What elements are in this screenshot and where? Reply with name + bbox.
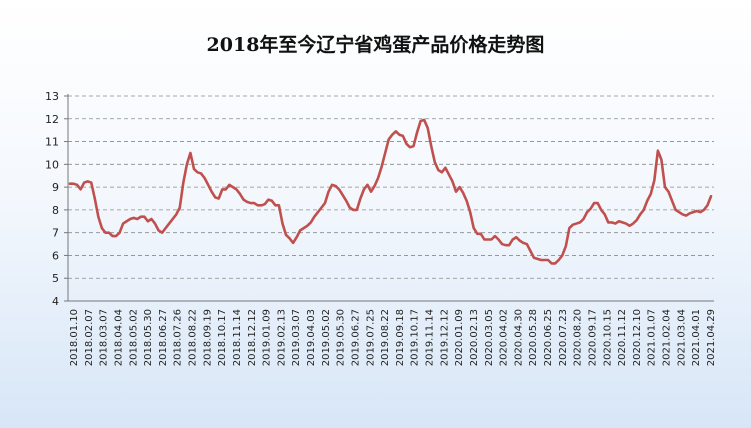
x-tick-label: 2019.09.18 xyxy=(395,309,406,366)
y-tick-label: 7 xyxy=(52,227,59,240)
x-tick-label: 2020.11.12 xyxy=(617,309,628,366)
x-tick-label: 2019.07.25 xyxy=(365,309,376,366)
x-tick-label: 2021.01.07 xyxy=(647,309,658,366)
x-tick-label: 2019.10.17 xyxy=(410,309,421,366)
x-tick-label: 2018.07.26 xyxy=(173,309,184,366)
x-tick-label: 2019.02.13 xyxy=(276,309,287,366)
x-tick-label: 2019.05.02 xyxy=(321,309,332,366)
series-layer xyxy=(68,118,713,265)
x-tick-label: 2020.04.30 xyxy=(513,309,524,366)
x-tick-label: 2019.08.22 xyxy=(380,309,391,366)
x-tick-label: 2020.09.17 xyxy=(587,309,598,366)
x-tick-label: 2019.05.30 xyxy=(336,309,347,366)
x-axis-tick-labels: 2018.01.10 2018.02.07 2018.03.07 2018.04.04… xyxy=(69,309,717,366)
x-tick-label: 2021.02.04 xyxy=(662,309,673,366)
x-tick-label: 2020.07.23 xyxy=(558,309,569,366)
x-tick-label: 2018.05.30 xyxy=(143,309,154,366)
y-tick-label: 12 xyxy=(45,113,59,126)
x-tick-label: 2018.08.22 xyxy=(188,309,199,366)
x-tick-label: 2021.03.04 xyxy=(676,309,687,366)
x-tick-label: 2020.08.20 xyxy=(573,309,584,366)
x-tick-label: 2018.06.27 xyxy=(158,309,169,366)
x-tick-label: 2019.03.07 xyxy=(291,309,302,366)
x-tick-label: 2021.04.01 xyxy=(691,309,702,366)
y-axis-tick-labels: 13 12 11 10 9 8 7 6 5 4 xyxy=(45,90,59,308)
x-tick-label: 2018.09.19 xyxy=(202,309,213,366)
x-tick-label: 2018.02.07 xyxy=(84,309,95,366)
x-tick-label: 2020.06.25 xyxy=(543,309,554,366)
y-tick-label: 9 xyxy=(52,181,59,194)
y-tick-label: 6 xyxy=(52,249,59,262)
y-tick-label: 11 xyxy=(45,136,59,149)
chart-title: 2018年至今辽宁省鸡蛋产品价格走势图 xyxy=(206,34,545,56)
x-tick-label: 2020.01.09 xyxy=(454,309,465,366)
x-tick-label: 2020.02.13 xyxy=(469,309,480,366)
y-tick-label: 8 xyxy=(52,204,59,217)
x-tick-label: 2020.04.02 xyxy=(499,309,510,366)
series-line-0 xyxy=(68,118,713,265)
axes xyxy=(64,94,714,302)
x-tick-label: 2018.05.02 xyxy=(128,309,139,366)
x-tick-label: 2018.11.14 xyxy=(232,309,243,366)
x-tick-label: 2019.04.03 xyxy=(306,309,317,366)
y-tick-label: 4 xyxy=(52,295,59,308)
x-tick-label: 2021.04.29 xyxy=(706,309,717,366)
y-tick-label: 5 xyxy=(52,272,59,285)
x-tick-label: 2020.03.05 xyxy=(484,309,495,366)
x-tick-label: 2020.12.10 xyxy=(632,309,643,366)
x-tick-label: 2020.10.15 xyxy=(602,309,613,366)
x-tick-label: 2019.01.09 xyxy=(262,309,273,366)
x-tick-label: 2020.05.28 xyxy=(528,309,539,366)
x-tick-label: 2019.12.12 xyxy=(439,309,450,366)
x-tick-label: 2018.03.07 xyxy=(99,309,110,366)
x-tick-label: 2018.12.12 xyxy=(247,309,258,366)
x-tick-label: 2019.06.27 xyxy=(350,309,361,366)
grid-lines xyxy=(68,95,714,279)
y-tick-label: 10 xyxy=(45,158,59,171)
y-tick-label: 13 xyxy=(45,90,59,103)
x-tick-label: 2019.11.14 xyxy=(425,309,436,366)
x-tick-label: 2018.01.10 xyxy=(69,309,80,366)
x-tick-label: 2018.10.17 xyxy=(217,309,228,366)
x-tick-label: 2018.04.04 xyxy=(113,309,124,366)
